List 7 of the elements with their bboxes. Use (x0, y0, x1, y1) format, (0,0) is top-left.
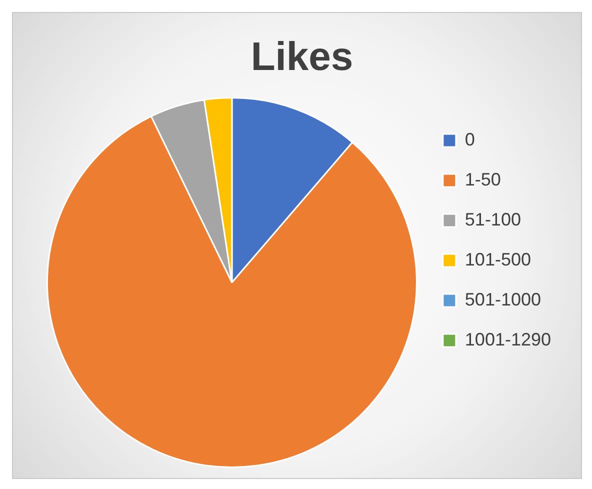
legend-label: 1-50 (464, 169, 501, 190)
legend-label: 501-1000 (464, 289, 541, 310)
legend-label: 1001-1290 (464, 329, 552, 350)
chart-title: Likes (250, 35, 354, 80)
legend-label: 0 (464, 129, 475, 150)
legend-label: 101-500 (464, 249, 531, 270)
legend-label: 51-100 (464, 209, 521, 230)
